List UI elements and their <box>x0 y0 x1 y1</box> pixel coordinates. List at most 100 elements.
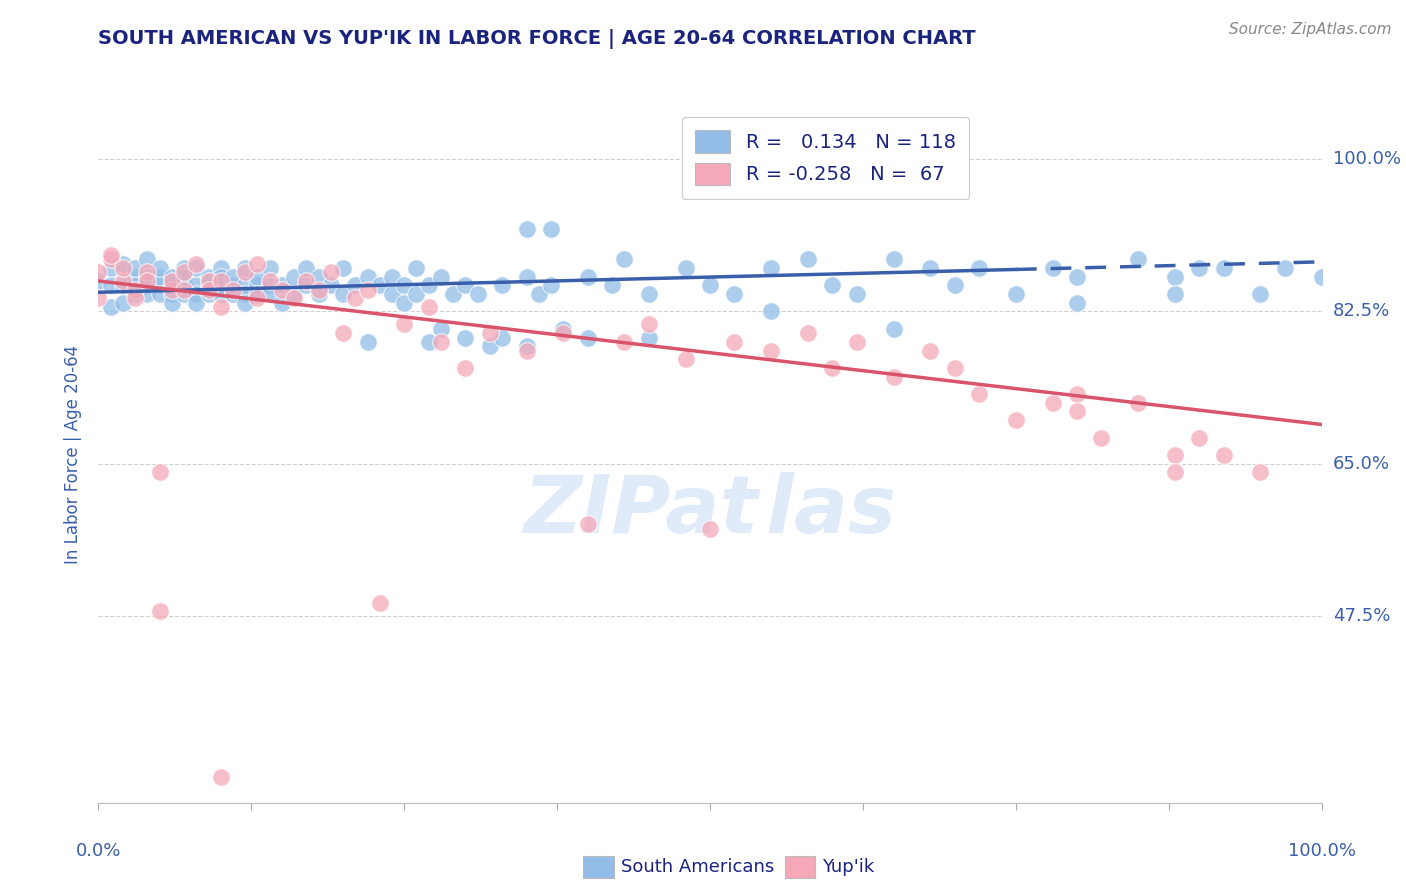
Point <box>173 260 195 275</box>
Point <box>392 295 416 310</box>
Point <box>259 274 281 288</box>
Point <box>1164 466 1187 480</box>
Point <box>149 260 172 275</box>
Point <box>368 278 391 293</box>
Point <box>1164 269 1187 284</box>
Point <box>124 269 146 284</box>
Point <box>883 252 905 267</box>
Point <box>283 287 305 301</box>
Point <box>637 287 661 301</box>
Point <box>1066 295 1088 310</box>
Point <box>222 269 245 284</box>
Point <box>209 770 232 784</box>
Point <box>613 334 636 349</box>
Point <box>920 343 942 358</box>
Point <box>441 287 464 301</box>
Point <box>246 278 269 293</box>
Point <box>186 257 208 271</box>
Point <box>149 466 172 480</box>
Point <box>845 287 868 301</box>
Point <box>197 269 219 284</box>
Point <box>1274 260 1296 275</box>
Point <box>883 322 905 336</box>
Point <box>1164 287 1187 301</box>
Point <box>209 287 232 301</box>
Point <box>197 278 219 293</box>
Text: Source: ZipAtlas.com: Source: ZipAtlas.com <box>1229 22 1392 37</box>
Point <box>553 326 575 340</box>
Point <box>392 278 416 293</box>
Point <box>160 269 183 284</box>
Point <box>270 295 294 310</box>
Point <box>136 269 159 284</box>
Point <box>246 287 269 301</box>
Point <box>233 278 256 293</box>
Point <box>637 318 661 332</box>
Point <box>405 287 427 301</box>
Point <box>87 291 110 305</box>
Point <box>124 287 146 301</box>
Text: 0.0%: 0.0% <box>76 842 121 860</box>
Point <box>430 334 453 349</box>
Point <box>845 334 868 349</box>
Point <box>136 265 159 279</box>
Point <box>540 222 562 236</box>
Point <box>613 252 636 267</box>
Point <box>173 269 195 284</box>
Point <box>515 269 537 284</box>
Y-axis label: In Labor Force | Age 20-64: In Labor Force | Age 20-64 <box>65 345 83 565</box>
Point <box>1042 260 1064 275</box>
Point <box>356 283 378 297</box>
Point <box>111 295 134 310</box>
Point <box>270 278 294 293</box>
Point <box>797 252 820 267</box>
Point <box>1212 448 1234 462</box>
Point <box>111 274 134 288</box>
Point <box>430 322 453 336</box>
Point <box>160 278 183 293</box>
Point <box>943 278 966 293</box>
Point <box>1212 260 1234 275</box>
Point <box>136 252 159 267</box>
Point <box>186 278 208 293</box>
Point <box>283 291 305 305</box>
Point <box>467 287 489 301</box>
Point <box>356 334 378 349</box>
Point <box>454 278 477 293</box>
Point <box>1310 269 1333 284</box>
Point <box>295 274 318 288</box>
Point <box>111 257 134 271</box>
Point <box>149 269 172 284</box>
Point <box>332 326 354 340</box>
Point <box>344 291 367 305</box>
Point <box>186 295 208 310</box>
Point <box>418 334 440 349</box>
Point <box>699 522 721 536</box>
Point <box>111 260 134 275</box>
Point <box>491 330 513 344</box>
Point <box>430 269 453 284</box>
Point <box>943 360 966 375</box>
Point <box>418 278 440 293</box>
Point <box>1042 396 1064 410</box>
Point <box>259 278 281 293</box>
Point <box>553 322 575 336</box>
Point <box>259 260 281 275</box>
Point <box>295 278 318 293</box>
Point <box>160 274 183 288</box>
Point <box>1066 387 1088 401</box>
Point <box>332 287 354 301</box>
Point <box>222 283 245 297</box>
Point <box>515 339 537 353</box>
Point <box>246 269 269 284</box>
Point <box>136 287 159 301</box>
Point <box>295 260 318 275</box>
Point <box>160 295 183 310</box>
Point <box>100 248 122 262</box>
Point <box>173 283 195 297</box>
Point <box>600 278 623 293</box>
Point <box>100 278 122 293</box>
Point <box>149 278 172 293</box>
Point <box>209 300 232 314</box>
Point <box>186 287 208 301</box>
